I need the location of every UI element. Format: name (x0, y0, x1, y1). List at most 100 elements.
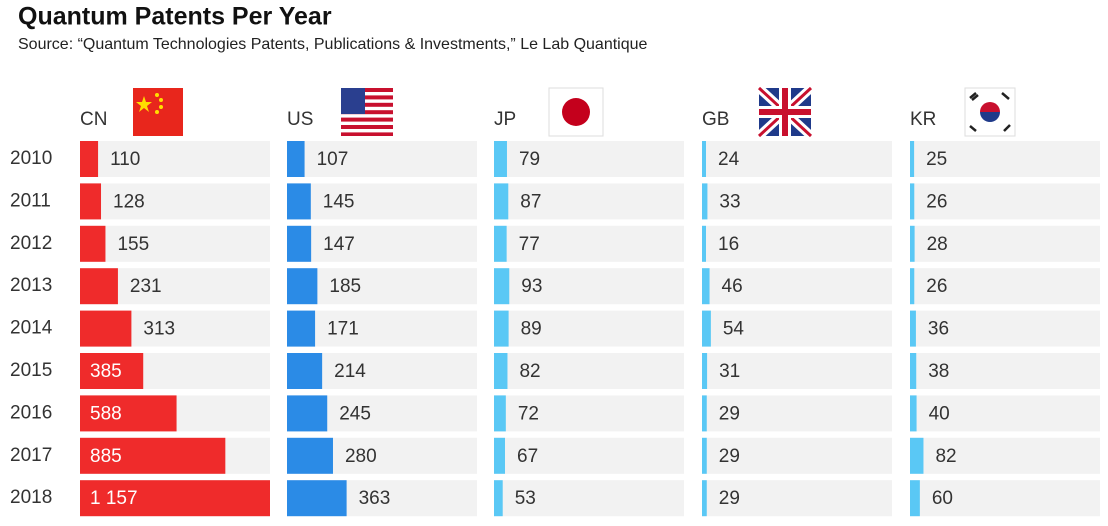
value-label: 82 (519, 361, 540, 382)
row-label: 2018 (10, 487, 52, 508)
value-label: 107 (317, 149, 349, 170)
series-label: KR (910, 109, 936, 130)
row-background (494, 353, 684, 389)
bar (494, 141, 507, 177)
value-label: 87 (520, 191, 541, 212)
bar (80, 141, 99, 177)
value-label: 155 (117, 234, 149, 255)
value-label: 53 (515, 488, 536, 509)
row-background (494, 480, 684, 517)
bar (702, 310, 711, 347)
row-background (494, 183, 684, 220)
bar (287, 141, 305, 177)
bar (910, 225, 915, 262)
value-label: 72 (518, 403, 539, 424)
row-background (702, 310, 892, 347)
row-background (494, 437, 684, 474)
row-background (910, 141, 1100, 177)
value-label: 280 (345, 446, 377, 467)
row-background (702, 225, 892, 262)
bar (910, 437, 924, 474)
bar (80, 437, 226, 474)
value-label: 185 (329, 276, 361, 297)
series-label: JP (494, 109, 516, 130)
series-label: US (287, 109, 313, 130)
value-label: 128 (113, 191, 145, 212)
bar (80, 353, 144, 389)
bar (494, 395, 506, 432)
value-label: 29 (719, 403, 740, 424)
bar (80, 310, 132, 347)
bar (287, 310, 316, 347)
row-background (910, 395, 1100, 432)
row-label: 2017 (10, 445, 52, 466)
row-background (910, 310, 1100, 347)
bar (80, 183, 102, 220)
bar (287, 268, 318, 305)
row-background (494, 268, 684, 305)
row-background (287, 310, 477, 347)
row-background (287, 141, 477, 177)
row-background (910, 183, 1100, 220)
bar (910, 353, 917, 389)
value-label: 885 (90, 446, 122, 467)
bar (702, 480, 707, 517)
row-label: 2013 (10, 275, 52, 296)
value-label: 24 (718, 149, 740, 170)
row-background (80, 141, 270, 177)
bar (702, 141, 706, 177)
value-label: 77 (519, 234, 540, 255)
value-label: 29 (719, 446, 740, 467)
flags (133, 84, 1016, 140)
row-background (702, 183, 892, 220)
bar (910, 183, 915, 220)
value-label: 25 (926, 149, 947, 170)
bar (287, 225, 312, 262)
bar (910, 480, 920, 517)
row-background (702, 395, 892, 432)
value-label: 89 (521, 319, 542, 340)
series-label: CN (80, 109, 107, 130)
bar (494, 310, 509, 347)
bar (287, 395, 328, 432)
row-label: 2012 (10, 233, 52, 254)
value-label: 28 (927, 234, 948, 255)
value-label: 147 (323, 234, 355, 255)
bar (494, 268, 510, 305)
value-label: 82 (935, 446, 956, 467)
bar (702, 183, 708, 220)
bar (702, 353, 708, 389)
row-label: 2014 (10, 318, 53, 339)
value-label: 16 (718, 234, 739, 255)
row-background (910, 480, 1100, 517)
row-label: 2011 (10, 190, 51, 211)
value-label: 54 (723, 319, 745, 340)
bar (494, 183, 509, 220)
row-background (702, 353, 892, 389)
value-label: 38 (928, 361, 949, 382)
value-label: 588 (90, 403, 122, 424)
bar (702, 395, 707, 432)
row-background (287, 268, 477, 305)
value-label: 31 (719, 361, 740, 382)
value-label: 36 (928, 319, 949, 340)
value-label: 145 (323, 191, 355, 212)
chart-title: Quantum Patents Per Year (18, 3, 332, 31)
row-background (910, 437, 1100, 474)
row-background (702, 480, 892, 517)
row-background (702, 437, 892, 474)
value-label: 46 (722, 276, 743, 297)
row-background (80, 183, 270, 220)
bar (910, 310, 916, 347)
bar (80, 225, 106, 262)
flag-gb (755, 84, 815, 140)
value-label: 67 (517, 446, 538, 467)
bar (287, 480, 347, 517)
value-label: 40 (929, 403, 950, 424)
row-background (910, 353, 1100, 389)
value-label: 385 (90, 361, 122, 382)
row-background (287, 183, 477, 220)
row-label: 2010 (10, 148, 52, 169)
row-background (287, 225, 477, 262)
